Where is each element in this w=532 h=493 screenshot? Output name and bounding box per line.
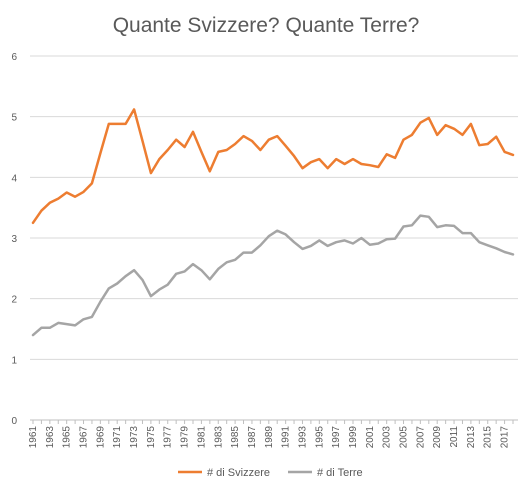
x-tick-label: 2007 bbox=[415, 426, 426, 449]
chart-title: Quante Svizzere? Quante Terre? bbox=[112, 14, 420, 37]
x-tick-label: 1969 bbox=[95, 426, 106, 449]
series-line-terre bbox=[31, 214, 515, 337]
x-tick-label: 1983 bbox=[213, 426, 224, 449]
x-tick-label: 1991 bbox=[281, 426, 292, 449]
x-tick-label: 1963 bbox=[45, 426, 56, 449]
y-tick-label: 0 bbox=[11, 416, 17, 427]
x-tick-label: 1985 bbox=[230, 426, 241, 449]
x-tick-label: 1987 bbox=[247, 426, 258, 449]
y-tick-label: 3 bbox=[11, 234, 17, 245]
x-tick-label: 2005 bbox=[399, 426, 410, 449]
x-tick-label: 1971 bbox=[112, 426, 123, 449]
x-tick-label: 1961 bbox=[28, 426, 39, 449]
x-tick-label: 1989 bbox=[264, 426, 275, 449]
legend-label-terre: # di Terre bbox=[317, 467, 363, 479]
x-tick-label: 2003 bbox=[382, 426, 393, 449]
x-tick-label: 1993 bbox=[297, 426, 308, 449]
y-tick-label: 2 bbox=[11, 295, 17, 306]
series-line-svizzere bbox=[31, 108, 515, 225]
x-tick-label: 2001 bbox=[365, 426, 376, 449]
x-tick-label: 1997 bbox=[331, 426, 342, 449]
x-tick-label: 1981 bbox=[196, 426, 207, 449]
y-tick-label: 6 bbox=[11, 52, 17, 63]
x-tick-label: 1973 bbox=[129, 426, 140, 449]
x-tick-label: 2013 bbox=[466, 426, 477, 449]
x-tick-label: 1999 bbox=[348, 426, 359, 449]
x-tick-label: 1977 bbox=[163, 426, 174, 449]
x-tick-label: 1975 bbox=[146, 426, 157, 449]
x-tick-label: 1967 bbox=[79, 426, 90, 449]
x-tick-label: 2015 bbox=[483, 426, 494, 449]
y-tick-label: 5 bbox=[11, 113, 17, 124]
legend-label-svizzere: # di Svizzere bbox=[207, 467, 270, 479]
y-tick-label: 1 bbox=[11, 355, 17, 366]
x-tick-label: 1979 bbox=[180, 426, 191, 449]
x-tick-label: 1965 bbox=[62, 426, 73, 449]
x-tick-label: 2009 bbox=[432, 426, 443, 449]
x-tick-label: 2017 bbox=[500, 426, 511, 449]
y-tick-label: 4 bbox=[11, 173, 17, 184]
x-tick-label: 2011 bbox=[449, 426, 460, 448]
x-tick-label: 1995 bbox=[314, 426, 325, 449]
